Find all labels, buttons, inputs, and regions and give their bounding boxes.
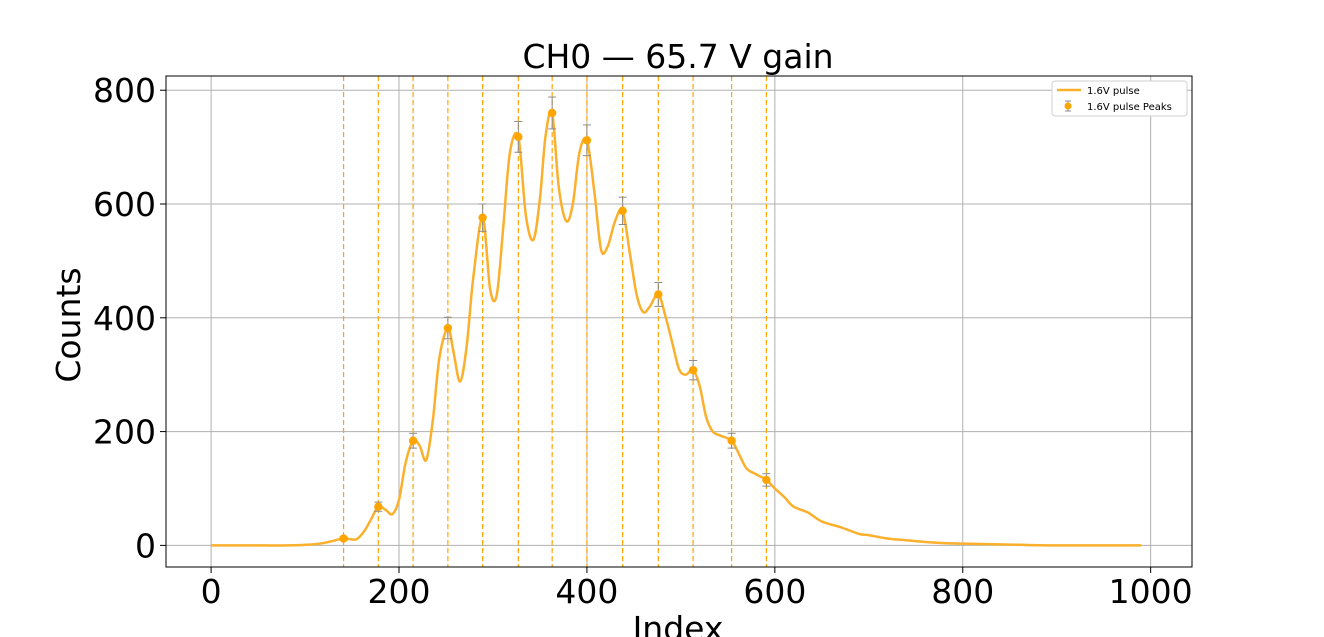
axes: 0 200 400 600 800 1000 0 200 400 600 800 [93, 71, 1193, 611]
x-tick-label: 0 [201, 572, 222, 611]
peak-point [582, 136, 592, 145]
y-tick-label: 0 [135, 526, 156, 565]
peak-point [478, 213, 487, 222]
peak-point [374, 502, 383, 511]
chart-title: CH0 — 65.7 V gain [522, 37, 833, 76]
legend-label-peaks: 1.6V pulse Peaks [1087, 102, 1172, 113]
x-tick-label: 400 [555, 572, 618, 611]
plot-frame [165, 75, 1193, 568]
series-line-1-6v-pulse [211, 109, 1142, 547]
legend-label-line: 1.6V pulse [1087, 86, 1140, 97]
peak-point [762, 475, 771, 485]
peak-point [727, 436, 736, 445]
legend-marker-swatch [1064, 102, 1072, 110]
peak-point [654, 290, 663, 299]
peak-point [688, 365, 698, 375]
x-tick-label: 800 [931, 572, 994, 611]
x-tick-label: 200 [368, 572, 431, 611]
peak-point [408, 436, 418, 445]
legend-frame [1051, 80, 1188, 117]
peak-point [618, 206, 627, 216]
peak-point [339, 534, 348, 543]
y-tick-label: 800 [93, 71, 156, 110]
peak-vertical-lines [342, 76, 767, 567]
y-tick-label: 400 [93, 299, 156, 338]
y-axis-title: Counts [49, 267, 88, 382]
x-axis-title: Index [633, 609, 724, 637]
y-tick-label: 600 [93, 185, 156, 224]
x-tick-label: 1000 [1109, 572, 1193, 611]
y-tick-label: 200 [93, 413, 156, 452]
peak-point [547, 108, 557, 118]
x-tick-label: 600 [743, 572, 806, 611]
peak-point [443, 323, 453, 333]
peak-point [514, 132, 523, 142]
legend: 1.6V pulse 1.6V pulse Peaks [1051, 80, 1188, 117]
series-layer [211, 96, 1142, 547]
